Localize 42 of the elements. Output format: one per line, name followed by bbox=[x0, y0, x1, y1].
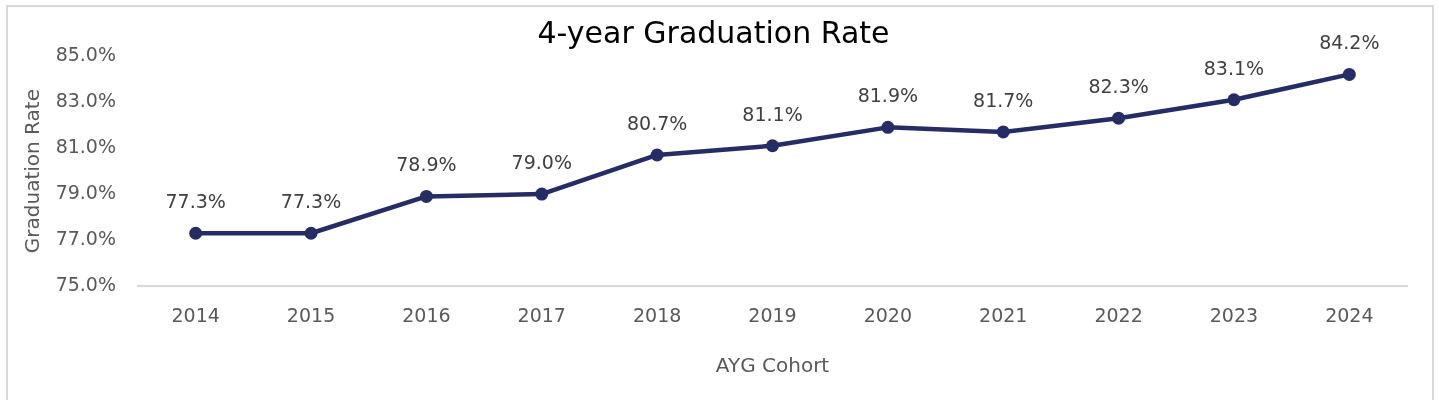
x-tick-label: 2016 bbox=[402, 303, 451, 326]
x-tick-label: 2017 bbox=[517, 303, 566, 326]
x-tick-label: 2014 bbox=[171, 303, 220, 326]
x-tick-label: 2020 bbox=[863, 303, 913, 326]
y-tick-label: 81.0% bbox=[55, 135, 116, 158]
x-tick-label: 2022 bbox=[1094, 303, 1143, 326]
point bbox=[996, 125, 1010, 139]
x-tick-label: 2019 bbox=[748, 303, 797, 326]
data-label: 77.3% bbox=[165, 190, 226, 213]
data-label: 82.3% bbox=[1088, 75, 1149, 98]
point bbox=[650, 148, 664, 162]
data-label: 81.7% bbox=[973, 88, 1034, 111]
point bbox=[1112, 111, 1126, 125]
y-tick-label: 79.0% bbox=[55, 181, 116, 204]
data-label: 78.9% bbox=[396, 153, 457, 176]
data-label: 80.7% bbox=[626, 111, 688, 134]
x-tick-label: 2015 bbox=[286, 303, 336, 326]
point bbox=[304, 226, 318, 240]
x-tick-label: 2024 bbox=[1325, 303, 1374, 326]
y-tick-label: 85.0% bbox=[55, 42, 116, 65]
x-tick-label: 2023 bbox=[1209, 303, 1259, 326]
data-label: 81.9% bbox=[857, 84, 919, 107]
data-label: 79.0% bbox=[511, 151, 572, 174]
x-axis-title: AYG Cohort bbox=[715, 353, 830, 378]
chart-title: 4-year Graduation Rate bbox=[537, 14, 890, 50]
point bbox=[766, 139, 779, 153]
point bbox=[189, 226, 203, 240]
point bbox=[1342, 67, 1356, 81]
y-tick-label: 75.0% bbox=[55, 273, 116, 296]
data-label: 84.2% bbox=[1319, 31, 1380, 54]
x-tick-label: 2018 bbox=[632, 303, 682, 326]
y-tick-label: 77.0% bbox=[55, 227, 116, 250]
x-tick-label: 2021 bbox=[979, 303, 1028, 326]
data-label: 77.3% bbox=[280, 190, 342, 213]
point bbox=[535, 187, 549, 201]
data-label: 81.1% bbox=[742, 102, 803, 125]
y-axis-title: Graduation Rate bbox=[20, 89, 45, 254]
point bbox=[1227, 93, 1241, 107]
data-label: 83.1% bbox=[1203, 56, 1265, 79]
point bbox=[419, 189, 433, 203]
y-tick-label: 83.0% bbox=[55, 88, 116, 111]
point bbox=[881, 120, 895, 134]
